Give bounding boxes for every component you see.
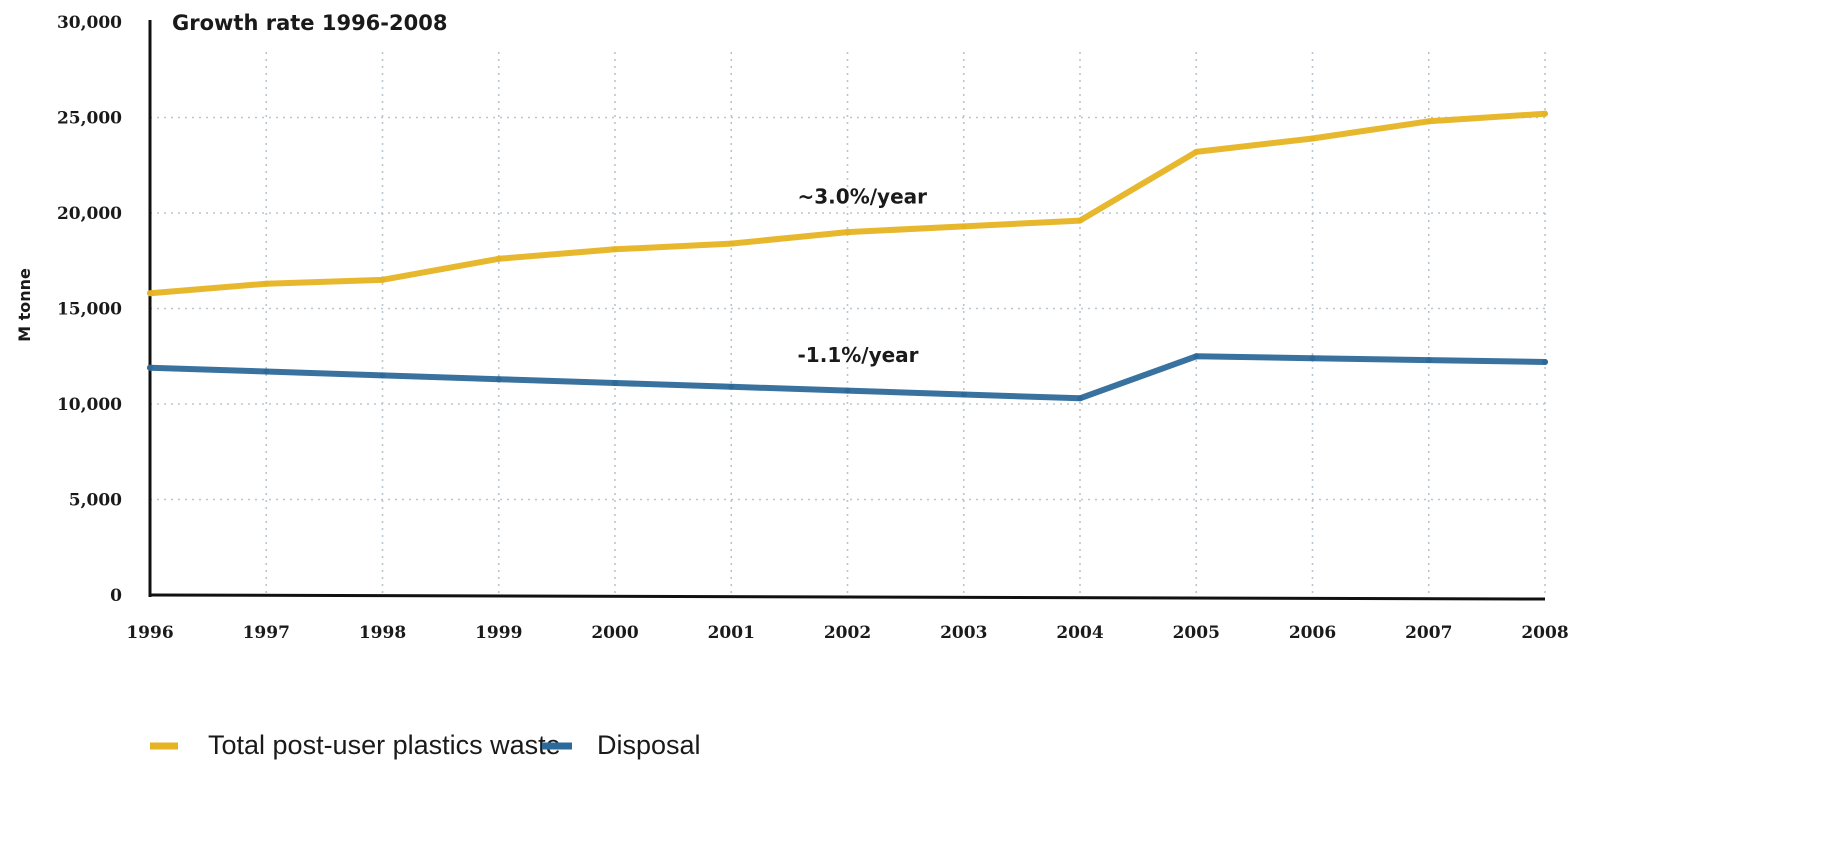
- data-point-disposal: [495, 376, 502, 383]
- x-tick-label: 1999: [475, 623, 522, 643]
- data-point-total: [263, 280, 270, 287]
- data-point-total: [1193, 148, 1200, 155]
- y-axis-title: M tonne: [15, 268, 34, 342]
- y-tick-label: 10,000: [57, 395, 122, 415]
- data-point-total: [1542, 110, 1548, 117]
- series-layer: [147, 110, 1548, 402]
- x-tick-label: 2002: [824, 623, 871, 643]
- legend-label-total: Total post-user plastics waste: [208, 730, 561, 760]
- x-tick-label: 2001: [708, 623, 755, 643]
- y-tick-label: 15,000: [57, 300, 122, 320]
- x-tick-label: 2005: [1173, 623, 1220, 643]
- data-point-disposal: [960, 391, 967, 398]
- data-point-total: [495, 255, 502, 262]
- data-point-disposal: [844, 387, 851, 394]
- data-point-disposal: [1077, 395, 1083, 402]
- data-point-disposal: [1542, 358, 1548, 365]
- legend-item-total: Total post-user plastics waste: [150, 730, 561, 760]
- y-tick-label: 20,000: [57, 204, 122, 224]
- data-point-disposal: [263, 368, 270, 375]
- data-point-disposal: [1193, 353, 1200, 360]
- x-tick-label: 1998: [359, 623, 406, 643]
- grid-layer: [150, 52, 1546, 595]
- x-tick-label: 1996: [126, 623, 173, 643]
- data-point-total: [728, 240, 735, 247]
- chart-title: Growth rate 1996-2008: [172, 11, 447, 35]
- data-point-disposal: [147, 364, 153, 371]
- x-tick-label: 2007: [1405, 623, 1452, 643]
- y-tick-label: 5,000: [69, 491, 122, 511]
- data-point-total: [1077, 217, 1083, 224]
- y-tick-label: 25,000: [57, 109, 122, 129]
- data-point-disposal: [1309, 355, 1316, 362]
- data-point-disposal: [379, 372, 386, 379]
- x-tick-label: 2003: [940, 623, 987, 643]
- x-tick-label: 1997: [243, 623, 290, 643]
- data-point-total: [1425, 118, 1432, 125]
- data-point-disposal: [728, 383, 735, 390]
- x-tick-label: 2004: [1056, 623, 1103, 643]
- label-layer: Growth rate 1996-2008 M tonne ~3.0%/year…: [15, 11, 927, 367]
- data-point-total: [379, 276, 386, 283]
- legend-label-disposal: Disposal: [597, 730, 701, 760]
- legend: Total post-user plastics waste Disposal: [150, 730, 701, 760]
- growth-rate-annotation: -1.1%/year: [798, 343, 919, 367]
- y-tick-label: 0: [110, 586, 122, 606]
- axis-layer: 0 5,000 10,000 15,000 20,000 25,000 30,000 1996…: [57, 13, 1569, 643]
- x-tick-label: 2000: [591, 623, 638, 643]
- data-point-total: [612, 246, 618, 253]
- data-point-total: [844, 229, 851, 236]
- growth-rate-annotation: ~3.0%/year: [798, 184, 928, 208]
- data-point-total: [960, 223, 967, 230]
- data-point-disposal: [612, 379, 618, 386]
- y-tick-label: 30,000: [57, 13, 122, 33]
- data-point-total: [1309, 135, 1316, 142]
- data-point-disposal: [1425, 357, 1432, 364]
- x-tick-label: 2008: [1521, 623, 1568, 643]
- x-axis-line: [149, 593, 1546, 601]
- data-point-total: [147, 290, 153, 297]
- legend-item-disposal: Disposal: [542, 730, 701, 760]
- x-tick-label: 2006: [1289, 623, 1336, 643]
